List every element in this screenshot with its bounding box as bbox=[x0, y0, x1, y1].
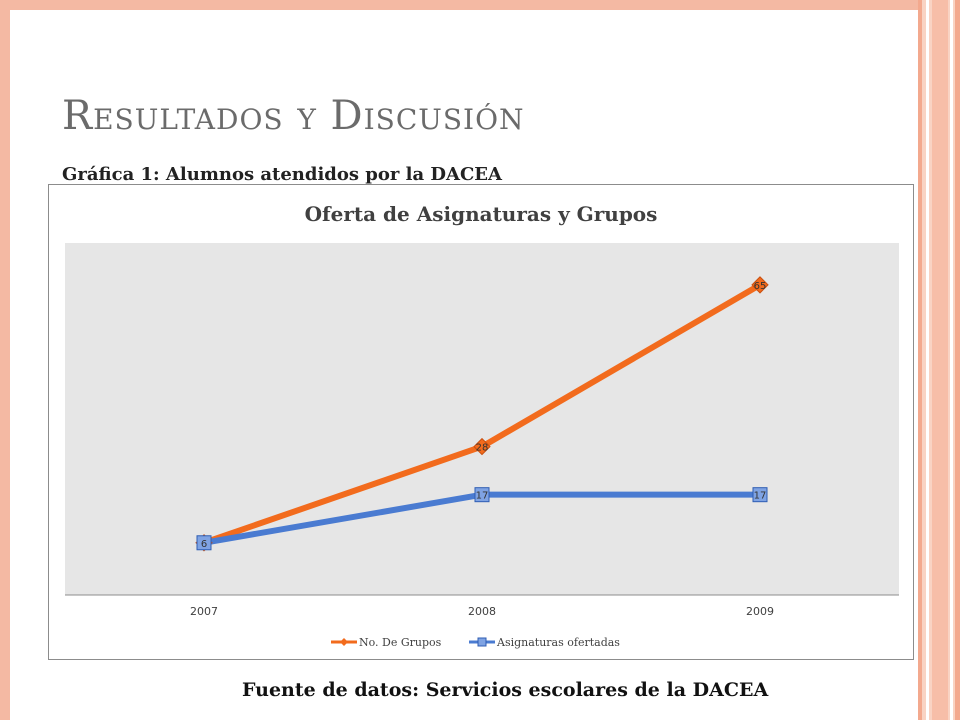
legend-marker-0 bbox=[340, 638, 348, 646]
series-1-data-label-0: 6 bbox=[201, 539, 207, 550]
series-0-marker-1 bbox=[473, 437, 491, 456]
x-tick-label-2009: 2009 bbox=[746, 605, 774, 618]
slide-subtitle: Gráfica 1: Alumnos atendidos por la DACE… bbox=[62, 164, 502, 185]
chart-container: Oferta de Asignaturas y Grupos 2007 2008 2… bbox=[48, 184, 914, 660]
legend-marker-1 bbox=[477, 637, 487, 647]
series-0-marker-2 bbox=[751, 276, 769, 294]
series-1-data-label-1: 17 bbox=[476, 491, 489, 502]
series-1-marker-0 bbox=[196, 535, 212, 551]
chart-title: Oferta de Asignaturas y Grupos bbox=[305, 202, 658, 226]
series-0-data-label-1: 28 bbox=[476, 443, 489, 454]
series-1-marker-2 bbox=[752, 487, 768, 503]
data-source-note: Fuente de datos: Servicios escolares de … bbox=[242, 679, 769, 701]
x-tick-label-2008: 2008 bbox=[468, 605, 496, 618]
slide-frame-left bbox=[0, 0, 10, 720]
legend-label-1: Asignaturas ofertadas bbox=[496, 636, 620, 649]
plot-area bbox=[65, 243, 899, 595]
x-tick-label-2007: 2007 bbox=[190, 605, 218, 618]
series-1-marker-1 bbox=[474, 487, 490, 503]
series-0-data-label-2: 65 bbox=[754, 281, 767, 292]
slide-frame-right bbox=[918, 0, 960, 720]
legend-label-0: No. De Grupos bbox=[359, 636, 442, 649]
slide-frame-top bbox=[0, 0, 918, 10]
line-chart: Oferta de Asignaturas y Grupos 2007 2008 2… bbox=[65, 202, 899, 649]
series-1-data-label-2: 17 bbox=[754, 491, 767, 502]
slide-title: Resultados y Discusión bbox=[62, 93, 525, 139]
